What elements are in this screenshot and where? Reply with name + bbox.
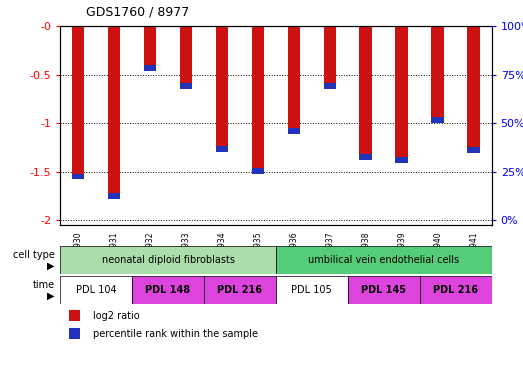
Text: time: time: [33, 280, 55, 291]
Bar: [144, 26, 156, 68]
Text: neonatal diploid fibroblasts: neonatal diploid fibroblasts: [101, 255, 234, 265]
Bar: [252, 168, 264, 174]
Bar: [60, 276, 132, 304]
Text: ▶: ▶: [48, 290, 55, 300]
Bar: [359, 154, 372, 160]
Bar: [204, 276, 276, 304]
Bar: [431, 117, 444, 123]
Bar: [132, 276, 204, 304]
Bar: [252, 26, 264, 171]
Bar: [324, 84, 336, 89]
Text: PDL 104: PDL 104: [76, 285, 117, 295]
Bar: [215, 26, 228, 149]
Bar: [69, 310, 79, 321]
Bar: [468, 26, 480, 150]
Bar: [359, 26, 372, 157]
Text: percentile rank within the sample: percentile rank within the sample: [93, 329, 257, 339]
Bar: [468, 147, 480, 153]
Text: PDL 148: PDL 148: [145, 285, 190, 295]
Text: log2 ratio: log2 ratio: [93, 311, 139, 321]
Text: PDL 105: PDL 105: [291, 285, 332, 295]
Bar: [144, 65, 156, 71]
Bar: [276, 246, 492, 274]
Bar: [72, 174, 84, 179]
Bar: [180, 84, 192, 89]
Text: GDS1760 / 8977: GDS1760 / 8977: [86, 6, 189, 19]
Bar: [60, 246, 276, 274]
Text: PDL 216: PDL 216: [433, 285, 478, 295]
Text: cell type: cell type: [13, 251, 55, 261]
Bar: [419, 276, 492, 304]
Text: ▶: ▶: [48, 260, 55, 270]
Bar: [108, 193, 120, 199]
Bar: [108, 26, 120, 196]
Bar: [72, 26, 84, 177]
Bar: [348, 276, 419, 304]
Text: umbilical vein endothelial cells: umbilical vein endothelial cells: [308, 255, 459, 265]
Text: PDL 216: PDL 216: [218, 285, 263, 295]
Bar: [215, 147, 228, 152]
Bar: [288, 128, 300, 134]
Bar: [395, 26, 408, 160]
Bar: [288, 26, 300, 131]
Bar: [395, 157, 408, 163]
Text: PDL 145: PDL 145: [361, 285, 406, 295]
Bar: [431, 26, 444, 120]
Bar: [69, 328, 79, 339]
Bar: [324, 26, 336, 86]
Bar: [180, 26, 192, 86]
Bar: [276, 276, 348, 304]
